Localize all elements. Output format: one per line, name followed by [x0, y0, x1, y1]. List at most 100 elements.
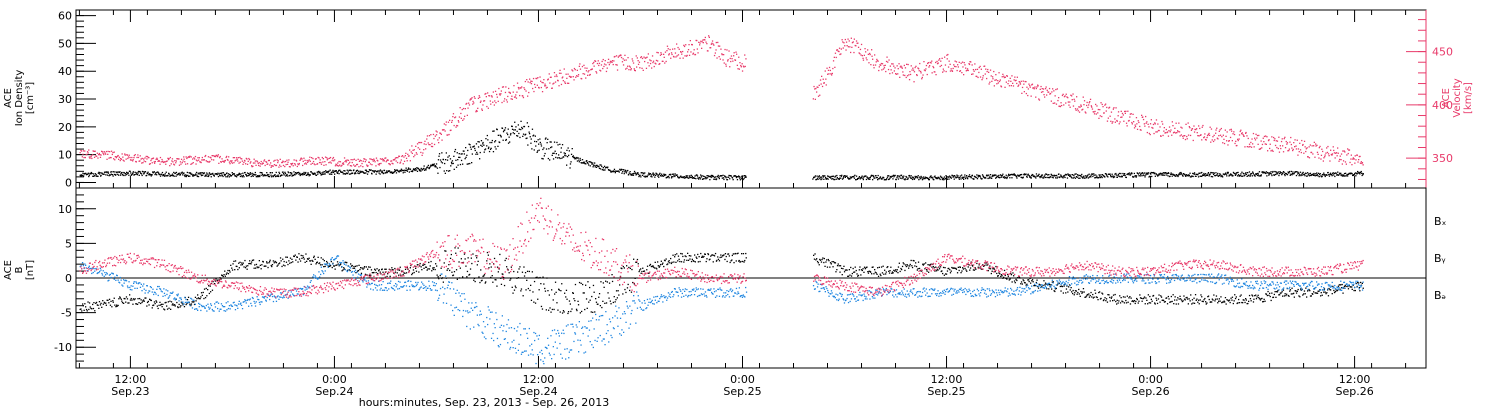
velocity-point — [1075, 109, 1077, 111]
b-bx-point — [449, 257, 452, 259]
density-point — [1039, 176, 1041, 179]
velocity-point — [1210, 128, 1213, 130]
velocity-point — [640, 56, 643, 58]
velocity-point — [1322, 150, 1324, 153]
density-point — [584, 163, 586, 165]
velocity-point — [1274, 144, 1277, 147]
density-point — [1020, 176, 1022, 178]
density-point — [916, 175, 918, 178]
density-point — [947, 176, 950, 178]
density-point — [121, 171, 123, 174]
density-point — [317, 173, 319, 175]
density-point — [1316, 174, 1318, 176]
density-point — [1212, 173, 1215, 176]
velocity-point — [963, 62, 965, 64]
density-point — [483, 144, 485, 146]
velocity-point — [391, 160, 393, 162]
b-bx-point — [97, 304, 99, 306]
velocity-point — [1041, 88, 1043, 90]
velocity-point — [1259, 147, 1262, 150]
density-point — [229, 174, 232, 176]
density-point — [181, 172, 183, 174]
b-bx-point — [251, 261, 253, 263]
velocity-point — [164, 161, 166, 163]
density-point — [418, 170, 421, 172]
density-point — [1031, 175, 1033, 177]
b-bx-point — [254, 264, 256, 266]
velocity-point — [707, 50, 709, 52]
velocity-point — [1111, 122, 1113, 124]
density-point — [589, 165, 591, 167]
density-point — [297, 172, 299, 174]
density-point — [517, 135, 519, 137]
density-point — [894, 174, 896, 177]
density-point — [1225, 173, 1227, 175]
density-point — [219, 175, 221, 177]
density-point — [571, 148, 573, 150]
density-point — [1308, 175, 1311, 177]
velocity-point — [1156, 131, 1158, 133]
velocity-point — [1359, 155, 1361, 158]
density-point — [742, 178, 744, 181]
velocity-point — [515, 94, 517, 96]
velocity-point — [855, 45, 857, 47]
velocity-point — [124, 154, 126, 156]
velocity-point — [889, 72, 891, 75]
b-bx-point — [561, 312, 564, 314]
b-bx-point — [306, 260, 308, 262]
density-point — [209, 173, 212, 176]
density-point — [81, 174, 83, 176]
velocity-point — [1206, 136, 1208, 139]
velocity-point — [867, 53, 869, 55]
density-point — [371, 173, 373, 175]
velocity-point — [1119, 121, 1121, 123]
velocity-point — [266, 161, 268, 163]
velocity-point — [729, 57, 731, 60]
density-point — [1308, 173, 1310, 175]
velocity-point — [539, 76, 541, 78]
velocity-point — [1091, 108, 1094, 110]
density-point — [248, 174, 250, 177]
b-bx-point — [333, 265, 336, 267]
density-point — [1191, 175, 1193, 177]
velocity-point — [672, 48, 674, 50]
density-point — [425, 169, 427, 171]
density-point — [1230, 173, 1232, 175]
density-point — [114, 171, 116, 173]
density-point — [1074, 173, 1076, 175]
velocity-point — [127, 156, 130, 158]
velocity-point — [1116, 120, 1118, 122]
velocity-point — [581, 78, 583, 80]
velocity-point — [167, 157, 169, 159]
b-bx-point — [355, 272, 357, 274]
density-point — [1201, 171, 1203, 174]
velocity-point — [251, 165, 253, 167]
density-point — [373, 170, 375, 172]
velocity-point — [204, 155, 206, 158]
density-point — [560, 147, 562, 149]
velocity-point — [522, 95, 524, 97]
density-point — [486, 134, 488, 137]
density-point — [1108, 173, 1111, 175]
density-point — [1300, 174, 1303, 176]
velocity-point — [357, 158, 359, 160]
velocity-point — [718, 56, 720, 58]
density-point — [164, 175, 166, 177]
density-point — [1177, 175, 1179, 178]
b-bx-point — [260, 268, 262, 270]
density-point — [1322, 174, 1324, 176]
velocity-point — [638, 61, 641, 63]
density-point — [1096, 177, 1099, 179]
velocity-point — [871, 55, 873, 57]
velocity-point — [366, 164, 368, 166]
velocity-point — [166, 160, 168, 162]
velocity-point — [326, 159, 328, 161]
density-point — [637, 172, 639, 174]
density-point — [533, 134, 535, 136]
density-point — [1280, 172, 1282, 174]
velocity-point — [121, 153, 123, 155]
b-bx-point — [461, 262, 463, 264]
velocity-point — [290, 163, 292, 165]
density-point — [843, 175, 845, 177]
velocity-point — [738, 68, 740, 70]
